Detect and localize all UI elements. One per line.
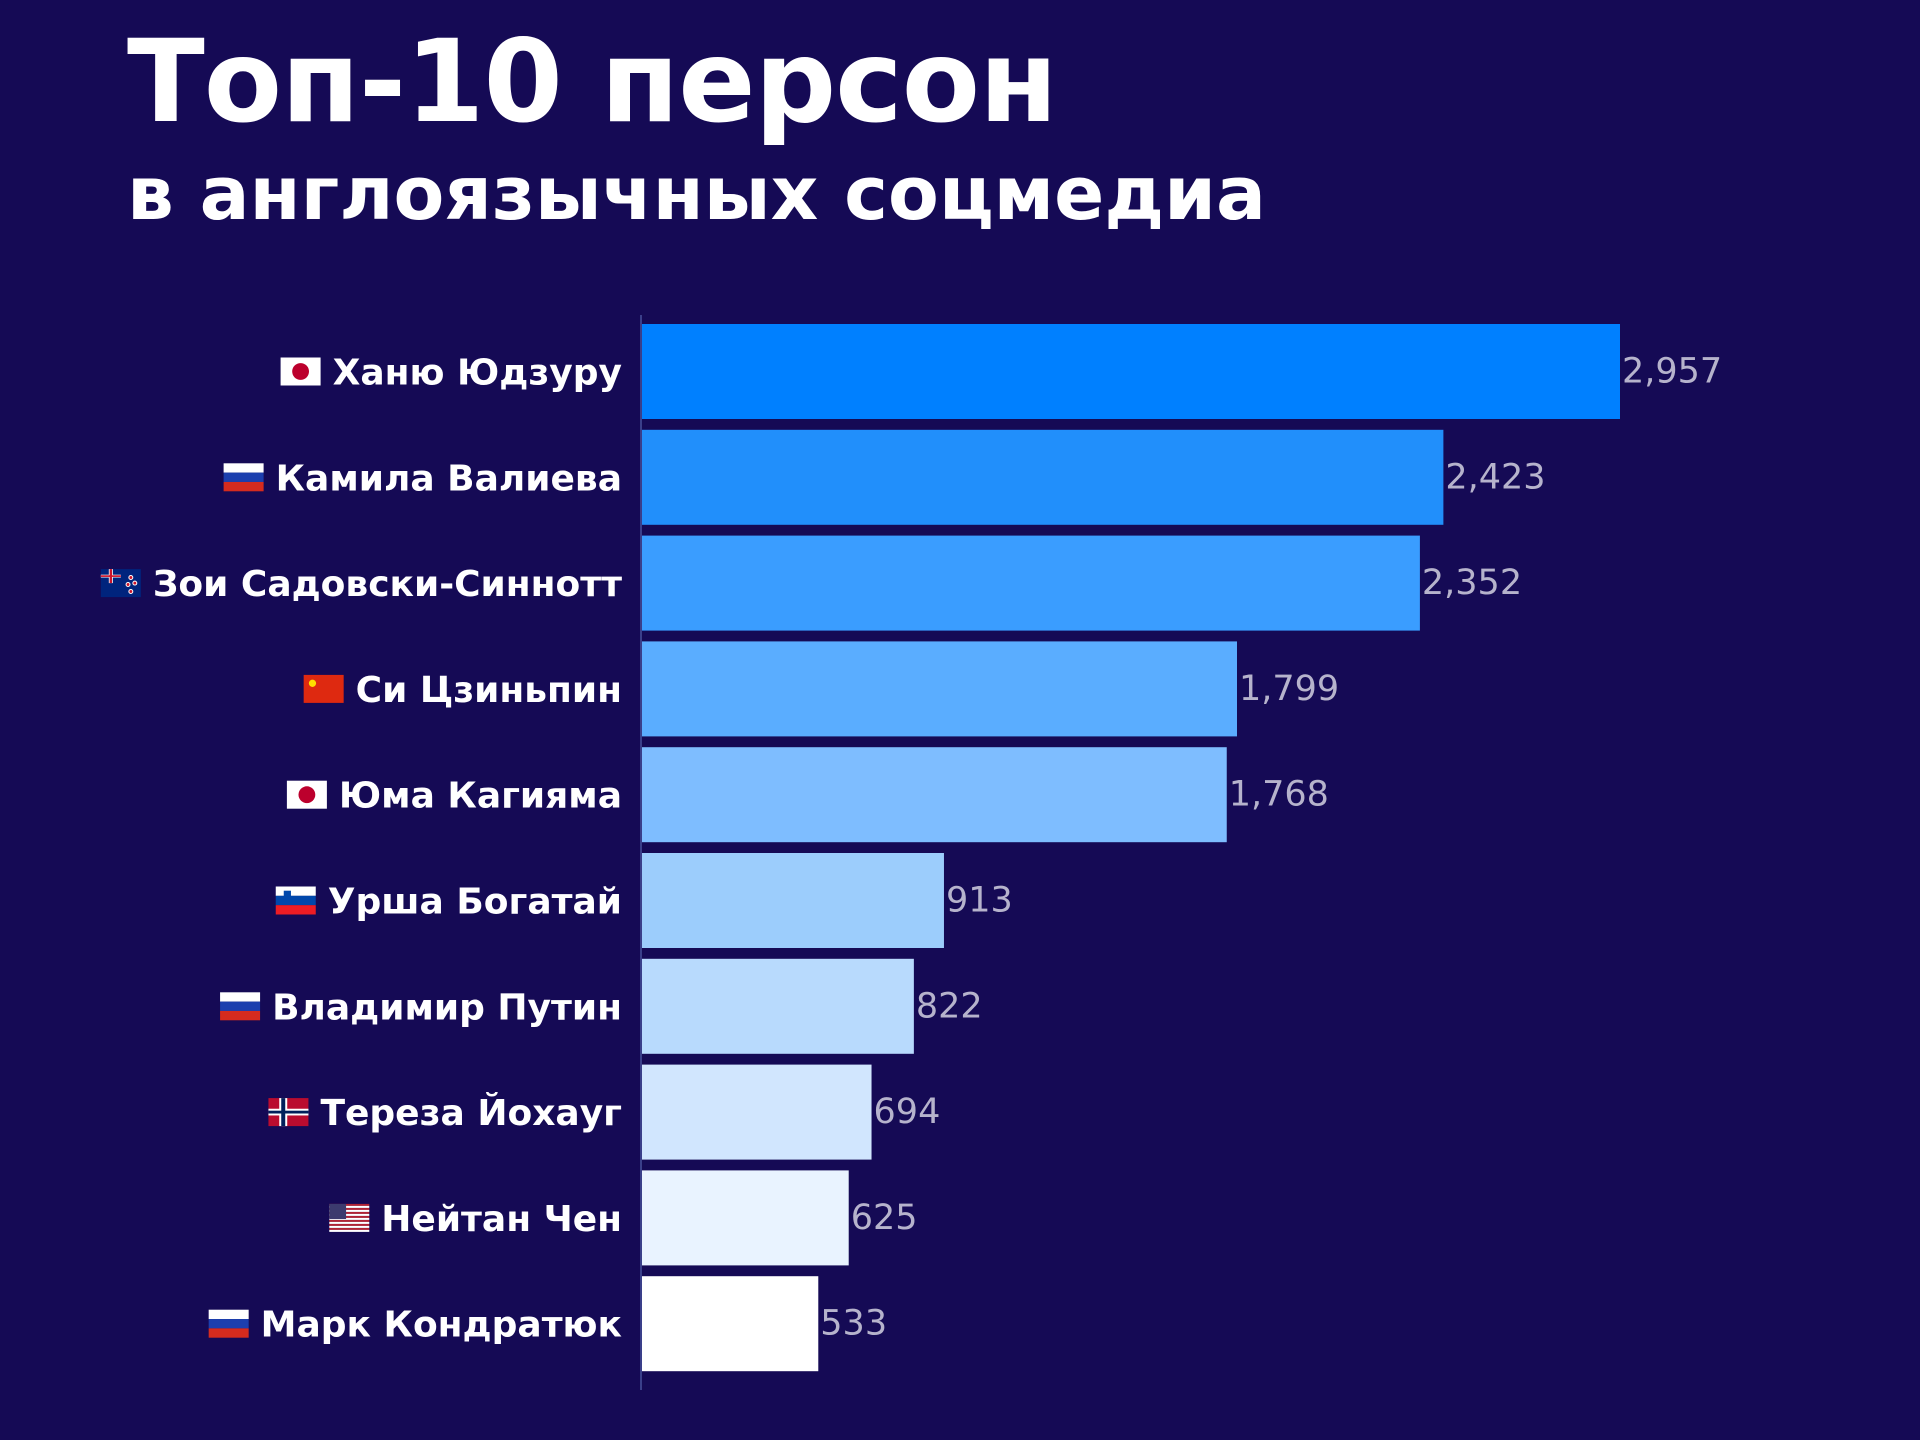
category-label: Марк Кондратюк [261,1305,622,1346]
bar [642,429,1444,525]
bar-row: Ханю Юдзуру 2,957 [280,324,1722,419]
value-label: 2,352 [1422,563,1522,603]
category-label: Владимир Путин [272,987,622,1028]
bar [642,535,1420,631]
bar-row: Зои Садовски-Синнотт 2,352 [100,535,1522,631]
bar-row: Юма Кагияма 1,768 [286,747,1329,843]
bar-row: Урша Богатай 913 [275,853,1013,948]
bar-row: Марк Кондратюк 533 [208,1276,887,1372]
bar [642,1276,819,1372]
value-label: 694 [874,1092,941,1132]
value-label: 1,799 [1239,669,1339,709]
bar [642,853,944,948]
bar [642,641,1238,737]
value-label: 2,957 [1622,352,1722,392]
bar-row: Си Цзиньпин 1,799 [303,641,1339,737]
bar-row: Камила Валиева 2,423 [223,429,1546,525]
flag-us-icon [329,1203,370,1232]
flag-no-icon [268,1098,309,1127]
flag-ru-icon [223,463,264,492]
flag-si-icon [275,886,316,915]
value-label: 822 [916,986,983,1026]
value-label: 2,423 [1445,457,1545,497]
value-label: 533 [820,1304,887,1344]
bar-row: Нейтан Чен 625 [329,1170,918,1266]
bar-row: Владимир Путин 822 [220,958,983,1054]
bar [642,1064,872,1160]
flag-jp-icon [280,357,321,386]
value-label: 913 [946,881,1013,921]
value-label: 625 [851,1198,918,1238]
category-label: Ханю Юдзуру [333,353,622,394]
category-label: Юма Кагияма [339,776,622,817]
flag-jp-icon [286,780,327,809]
category-label: Зои Садовски-Синнотт [153,564,622,605]
flag-ru-icon [220,992,261,1021]
bar-row: Тереза Йохауг 694 [268,1064,941,1160]
bar [642,958,914,1054]
page-subtitle: в англоязычных соцмедиа [127,151,1266,237]
bar [642,324,1620,419]
category-label: Тереза Йохауг [320,1092,622,1134]
flag-cn-icon [303,674,344,703]
flag-ru-icon [208,1309,249,1338]
bar [642,747,1227,843]
category-label: Нейтан Чен [381,1199,622,1240]
category-label: Си Цзиньпин [356,670,622,711]
category-label: Камила Валиева [276,458,622,499]
flag-nz-icon [100,569,141,598]
value-label: 1,768 [1229,775,1329,815]
page-title: Топ-10 персон [127,15,1058,148]
bar [642,1170,849,1266]
category-label: Урша Богатай [328,882,622,923]
